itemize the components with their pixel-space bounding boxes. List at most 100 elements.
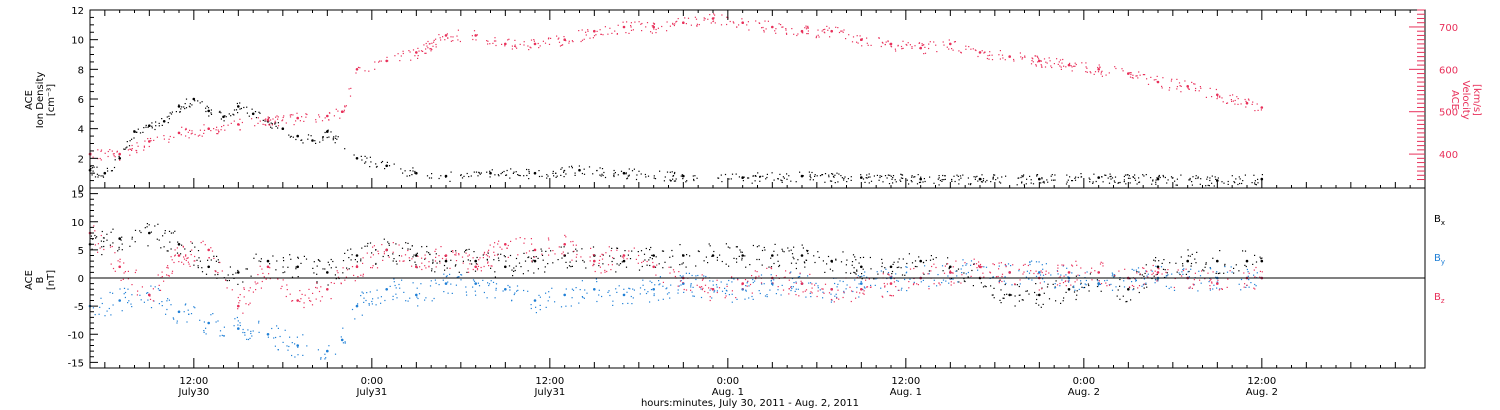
series-velocity-dot: [1089, 71, 1091, 73]
series-by-dot: [317, 349, 319, 351]
series-by-dot: [472, 279, 475, 281]
series-density-dot: [133, 130, 135, 132]
series-by-dot: [101, 302, 103, 305]
series-velocity-dot: [1100, 73, 1102, 75]
series-by-dot: [215, 321, 217, 323]
x-tick-date-label: Aug. 1: [890, 387, 922, 398]
series-by-dot: [726, 283, 728, 285]
series-velocity-dot: [116, 150, 118, 152]
series-bz-dot: [735, 297, 737, 299]
series-bx-dot: [1087, 283, 1089, 285]
series-bz-dot: [1189, 286, 1191, 288]
series-bx-dot: [930, 255, 932, 257]
series-density-dot: [743, 176, 745, 178]
series-bx-dot: [1046, 286, 1049, 288]
series-bz-dot: [452, 250, 454, 252]
series-by-dot: [808, 282, 810, 284]
series-by-dot: [1028, 278, 1030, 280]
series-density-dot: [626, 177, 629, 179]
series-by-dot: [970, 260, 973, 262]
series-velocity-dot: [780, 24, 782, 26]
series-velocity-dot: [257, 117, 259, 119]
series-by-dot: [324, 353, 326, 355]
series-bz-dot: [1102, 262, 1104, 264]
series-bz-dot: [237, 296, 239, 299]
series-by-dot: [670, 284, 672, 286]
series-velocity-dot: [459, 40, 461, 43]
series-density-dot: [923, 178, 925, 180]
series-by-dot: [407, 300, 409, 302]
series-by-dot: [131, 306, 133, 308]
series-density-dot: [613, 169, 615, 172]
series-bx-dot: [685, 266, 687, 268]
series-velocity-point-38: [1186, 85, 1189, 88]
series-bx-dot: [393, 258, 395, 260]
series-bx-point-24: [800, 254, 804, 257]
series-density-dot: [1051, 179, 1053, 181]
series-bz-dot: [821, 288, 823, 290]
series-by-point-35: [1097, 282, 1100, 285]
series-bz-dot: [623, 257, 625, 259]
series-velocity-dot: [1059, 65, 1061, 67]
series-bx-dot: [893, 261, 895, 263]
series-bx-dot: [908, 253, 910, 255]
series-density-dot: [553, 175, 555, 177]
series-bx-dot: [788, 250, 790, 252]
series-velocity-dot: [1114, 66, 1116, 68]
series-by-dot: [461, 274, 463, 276]
series-velocity-dot: [729, 20, 731, 23]
series-velocity-dot: [333, 115, 335, 117]
series-velocity-dot: [1150, 76, 1152, 78]
series-bz-dot: [1100, 283, 1103, 285]
series-velocity-dot: [889, 43, 891, 45]
series-bz-point-14: [504, 243, 507, 246]
series-bz-dot: [476, 267, 479, 270]
series-density-dot: [654, 178, 657, 180]
series-bx-dot: [207, 259, 209, 261]
series-by-dot: [417, 305, 419, 307]
series-bx-point-7: [296, 265, 300, 269]
series-density-dot: [635, 178, 638, 181]
series-by-dot: [794, 290, 796, 292]
series-velocity-dot: [1180, 85, 1182, 87]
series-density-dot: [175, 111, 177, 113]
series-by-point-17: [563, 293, 566, 297]
series-bz-dot: [337, 276, 340, 278]
series-bz-dot: [1106, 285, 1108, 287]
series-bz-dot: [949, 270, 951, 272]
series-density-dot: [270, 122, 272, 124]
series-bz-dot: [604, 269, 606, 271]
series-density-dot: [1235, 178, 1237, 180]
bottom-left-tick-label: -15: [68, 358, 84, 369]
series-density-dot: [1022, 176, 1024, 178]
series-bx-dot: [932, 258, 934, 260]
series-velocity-dot: [472, 38, 474, 41]
series-bx-dot: [412, 256, 414, 258]
series-velocity-dot: [210, 130, 212, 132]
series-density-dot: [808, 171, 810, 173]
series-by-dot: [545, 306, 547, 308]
series-by-dot: [494, 297, 496, 299]
series-density-dot: [1215, 178, 1217, 180]
series-velocity-dot: [843, 29, 845, 31]
series-bz-dot: [333, 282, 335, 284]
series-density-dot: [118, 155, 120, 157]
series-velocity-dot: [136, 152, 138, 154]
series-density-dot: [1238, 176, 1240, 178]
series-bz-dot: [1057, 270, 1059, 272]
series-density-dot: [1200, 178, 1202, 180]
series-by-dot: [692, 295, 694, 297]
series-by-dot: [1078, 288, 1080, 290]
series-by-dot: [941, 282, 943, 284]
series-bx-dot: [795, 267, 797, 270]
series-bx-dot: [739, 249, 741, 251]
series-bz-dot: [548, 239, 550, 241]
series-bx-dot: [1130, 299, 1132, 301]
series-by-dot: [721, 290, 724, 292]
series-density-dot: [274, 123, 276, 125]
series-bz-point-13: [474, 265, 478, 269]
series-bx-dot: [1035, 302, 1037, 304]
series-bx-dot: [166, 250, 168, 252]
series-bx-dot: [1002, 297, 1004, 299]
series-bx-dot: [855, 273, 857, 275]
